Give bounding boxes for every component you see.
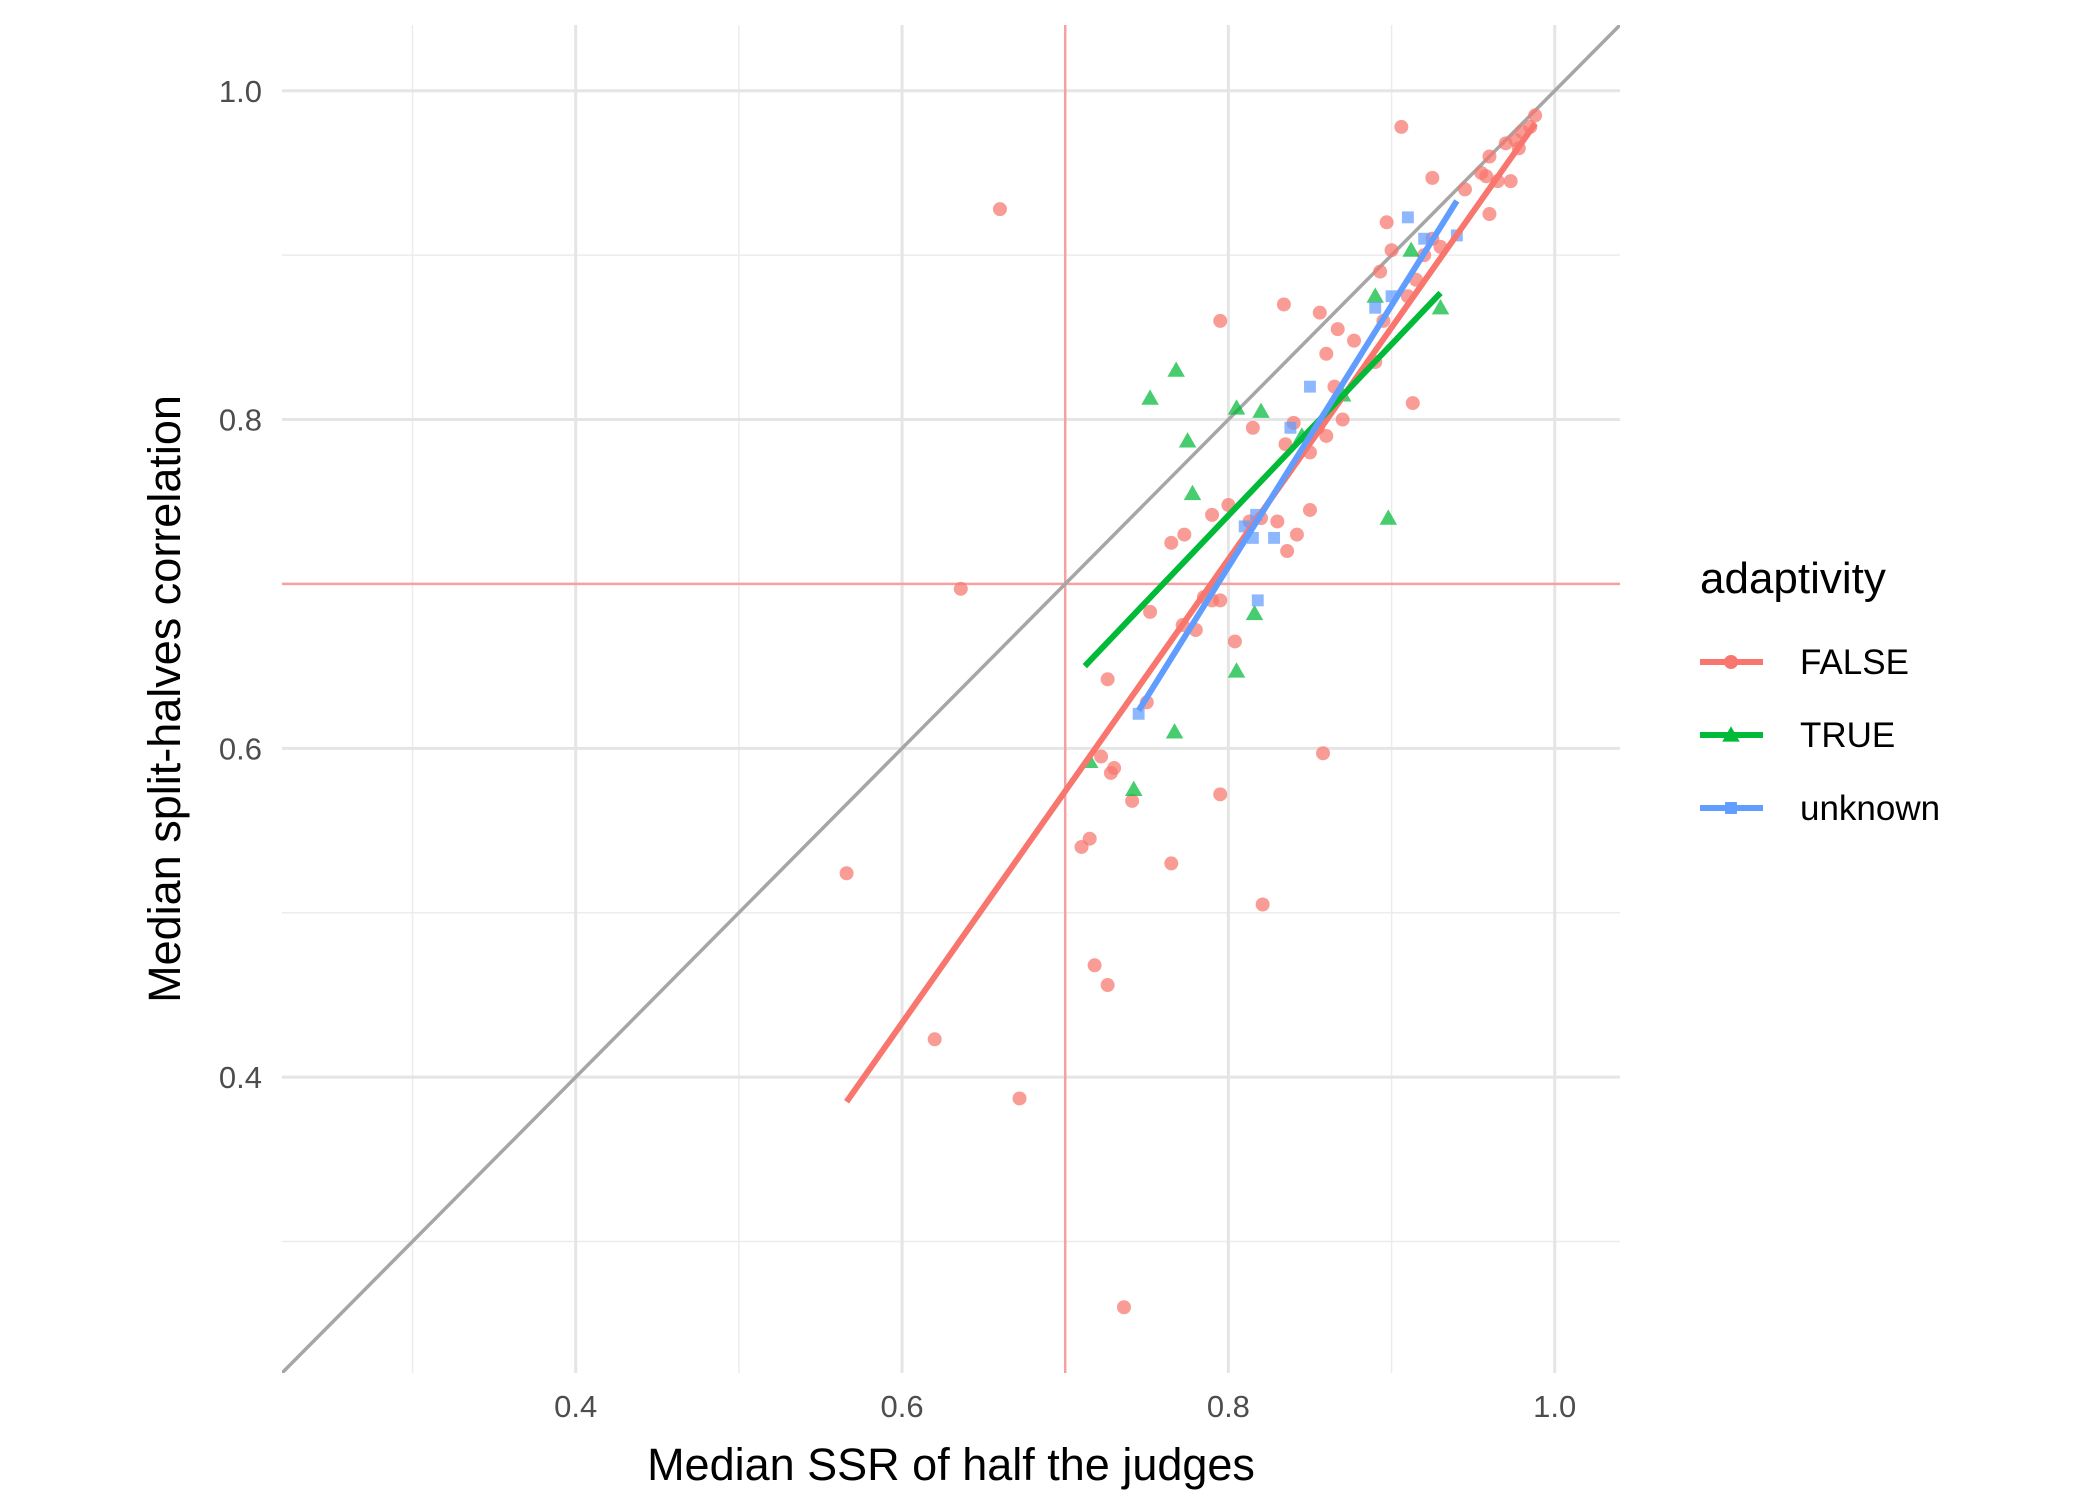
data-point-true: [1141, 389, 1159, 405]
data-point-false: [1082, 831, 1097, 846]
data-point-false: [1143, 604, 1158, 619]
y-tick-label: 0.8: [219, 403, 262, 438]
legend-key-marker-true: [1722, 726, 1740, 742]
y-tick-label: 0.4: [219, 1060, 262, 1095]
data-point-false: [1280, 544, 1295, 559]
data-point-false: [839, 866, 854, 881]
tick-labels: 0.4 0.6 0.8 1.0 0.4 0.6 0.8 1.0: [219, 74, 1576, 1424]
data-point-unknown: [1238, 520, 1251, 533]
x-tick-label: 0.6: [880, 1389, 923, 1424]
data-point-false: [1319, 346, 1334, 361]
legend-label-unknown: unknown: [1800, 789, 1940, 828]
fit-line-unknown: [1136, 199, 1460, 713]
data-point-false: [1213, 787, 1228, 802]
data-point-false: [927, 1032, 942, 1047]
data-point-false: [1270, 514, 1285, 529]
data-point-false: [1425, 170, 1440, 185]
data-point-false: [953, 581, 968, 596]
data-point-unknown: [1246, 531, 1259, 544]
data-point-false: [1227, 634, 1242, 649]
data-point-true: [1379, 509, 1398, 525]
data-point-false: [1302, 502, 1317, 517]
data-point-false: [1087, 958, 1102, 973]
data-point-unknown: [1385, 290, 1398, 303]
data-point-false: [1379, 215, 1394, 230]
data-point-unknown: [1418, 232, 1431, 245]
fit-line-true: [1082, 290, 1443, 669]
data-point-false: [1177, 527, 1192, 542]
data-point-false: [1384, 243, 1399, 258]
data-point-false: [1405, 396, 1420, 411]
data-point-false: [1335, 412, 1350, 427]
data-point-false: [1125, 793, 1140, 808]
data-point-false: [1245, 420, 1260, 435]
data-point-false: [1012, 1091, 1027, 1106]
y-tick-label: 1.0: [219, 74, 262, 109]
legend-title: adaptivity: [1700, 554, 1886, 603]
data-point-true: [1245, 604, 1264, 621]
legend-key-marker-false: [1724, 655, 1738, 669]
data-point-false: [1094, 749, 1109, 764]
data-point-true: [1167, 361, 1185, 377]
data-point-false: [1316, 746, 1331, 761]
x-tick-label: 1.0: [1533, 1389, 1576, 1424]
data-point-false: [1457, 182, 1472, 197]
data-point-true: [1227, 662, 1246, 678]
x-tick-label: 0.8: [1207, 1389, 1250, 1424]
y-axis-title: Median split-halves correlation: [139, 395, 190, 1003]
y-tick-label: 0.6: [219, 731, 262, 766]
data-point-true: [1366, 287, 1384, 303]
data-point-false: [1330, 322, 1345, 337]
data-point-true: [1402, 241, 1420, 257]
data-point-true: [1252, 402, 1270, 418]
x-axis-title: Median SSR of half the judges: [647, 1439, 1255, 1490]
legend-key-marker-unknown: [1725, 802, 1737, 814]
data-point-false: [1116, 1300, 1131, 1315]
x-tick-label: 0.4: [554, 1389, 597, 1424]
data-point-true: [1165, 723, 1184, 739]
data-point-false: [1528, 108, 1543, 123]
data-point-false: [1347, 333, 1362, 348]
data-point-true: [1178, 432, 1197, 448]
fit-line-false: [844, 121, 1538, 1104]
data-point-false: [1319, 428, 1334, 443]
data-point-false: [1255, 897, 1270, 912]
data-point-false: [1213, 313, 1228, 328]
legend-label-false: FALSE: [1800, 643, 1909, 682]
data-point-false: [992, 202, 1007, 217]
data-point-false: [1394, 119, 1409, 134]
data-point-false: [1107, 761, 1122, 776]
data-point-true: [1183, 484, 1202, 501]
data-point-true: [1227, 399, 1246, 415]
data-point-false: [1213, 593, 1228, 608]
data-point-false: [1289, 527, 1304, 542]
data-point-unknown: [1304, 380, 1316, 393]
fit-lines: [844, 121, 1538, 1104]
data-point-true: [1431, 299, 1450, 315]
data-point-false: [1164, 856, 1179, 871]
data-point-false: [1100, 978, 1115, 993]
legend-label-true: TRUE: [1800, 716, 1895, 755]
data-point-false: [1276, 297, 1291, 312]
data-point-unknown: [1284, 421, 1297, 434]
data-point-false: [1482, 149, 1497, 164]
data-point-unknown: [1401, 211, 1414, 224]
data-point-unknown: [1132, 707, 1145, 720]
data-point-false: [1503, 174, 1518, 189]
data-point-false: [1164, 535, 1179, 550]
data-point-false: [1373, 264, 1388, 279]
data-point-unknown: [1251, 594, 1264, 607]
legend: adaptivity FALSE TRUE unknown: [1700, 554, 1940, 828]
data-point-unknown: [1268, 531, 1281, 544]
data-point-unknown: [1369, 301, 1382, 314]
data-point-true: [1125, 780, 1143, 796]
data-point-false: [1479, 169, 1494, 184]
data-point-false: [1100, 672, 1115, 687]
data-point-false: [1312, 305, 1327, 320]
data-point-false: [1205, 507, 1220, 522]
data-point-false: [1482, 207, 1497, 222]
